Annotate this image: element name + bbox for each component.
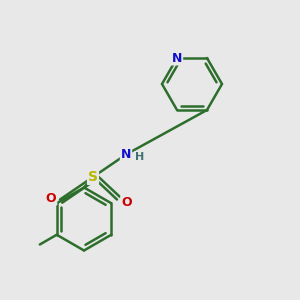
Text: N: N xyxy=(172,52,182,64)
Text: O: O xyxy=(46,191,56,205)
Text: H: H xyxy=(135,152,144,162)
Text: N: N xyxy=(121,148,131,161)
Text: O: O xyxy=(121,196,132,209)
Text: S: S xyxy=(88,170,98,184)
